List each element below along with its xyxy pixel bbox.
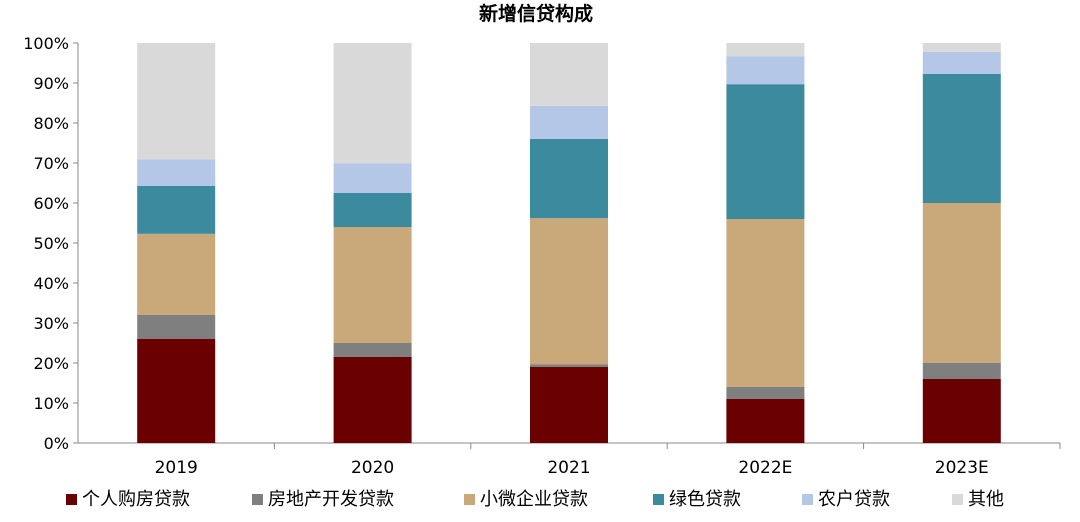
legend-label: 农户贷款 <box>818 489 890 510</box>
bar-segment <box>530 105 608 139</box>
chart-title: 新增信贷构成 <box>479 2 593 25</box>
bar-segment <box>333 227 412 343</box>
axes: 0% 10% 20% 30% 40% 50% 60% 70% 80% 90% 100% 2019 202… <box>23 34 1061 478</box>
bar-segment <box>922 203 1001 363</box>
y-tick-label: 90% <box>33 74 69 93</box>
bar-segment <box>726 399 805 443</box>
legend-swatch <box>464 494 475 505</box>
y-tick-label: 70% <box>33 154 69 173</box>
bar-segment <box>137 159 216 186</box>
legend-label: 小微企业贷款 <box>480 489 588 510</box>
x-tick-label: 2019 <box>155 458 198 478</box>
bar-segment <box>530 218 608 365</box>
bar-segment <box>333 343 412 357</box>
x-tick-label: 2023E <box>935 458 989 478</box>
legend-swatch <box>653 494 664 505</box>
bar-segment <box>726 387 805 399</box>
bar-segment <box>333 193 412 227</box>
y-tick-label: 10% <box>33 394 69 413</box>
y-tick-label: 20% <box>33 354 69 373</box>
bar-segment <box>922 73 1001 203</box>
bar-segment <box>726 84 805 219</box>
bar-segment <box>530 43 608 106</box>
y-tick-label: 100% <box>23 34 69 53</box>
x-tick-label: 2022E <box>738 458 792 478</box>
legend-label: 个人购房贷款 <box>82 489 190 510</box>
bar-segment <box>137 233 216 315</box>
legend-swatch <box>252 494 263 505</box>
bar-segment <box>333 163 412 193</box>
legend-label: 其他 <box>968 489 1004 510</box>
y-tick-label: 50% <box>33 234 69 253</box>
legend: 个人购房贷款 房地产开发贷款 小微企业贷款 绿色贷款 农户贷款 其他 <box>66 489 1004 510</box>
bar-segment <box>137 185 216 234</box>
bar-segment <box>333 43 412 164</box>
x-tick-label: 2021 <box>547 458 590 478</box>
y-tick-label: 40% <box>33 274 69 293</box>
legend-swatch <box>802 494 813 505</box>
bar-segment <box>137 339 216 443</box>
y-tick-label: 60% <box>33 194 69 213</box>
bars <box>137 43 1001 443</box>
bar-segment <box>530 367 608 443</box>
bar-segment <box>530 364 608 367</box>
y-tick-label: 0% <box>44 434 69 453</box>
legend-swatch <box>66 494 77 505</box>
y-tick-label: 30% <box>33 314 69 333</box>
x-tick-label: 2020 <box>351 458 394 478</box>
bar-segment <box>726 219 805 387</box>
y-tick-label: 80% <box>33 114 69 133</box>
bar-segment <box>333 357 412 443</box>
bar-segment <box>726 56 805 85</box>
bar-segment <box>137 43 216 160</box>
bar-segment <box>530 139 608 219</box>
bar-segment <box>922 51 1001 74</box>
legend-label: 房地产开发贷款 <box>268 489 394 510</box>
bar-segment <box>922 363 1001 379</box>
legend-label: 绿色贷款 <box>669 489 741 510</box>
legend-swatch <box>952 494 963 505</box>
bar-segment <box>922 43 1001 52</box>
bar-segment <box>137 315 216 339</box>
bar-segment <box>726 43 805 57</box>
bar-segment <box>922 379 1001 443</box>
